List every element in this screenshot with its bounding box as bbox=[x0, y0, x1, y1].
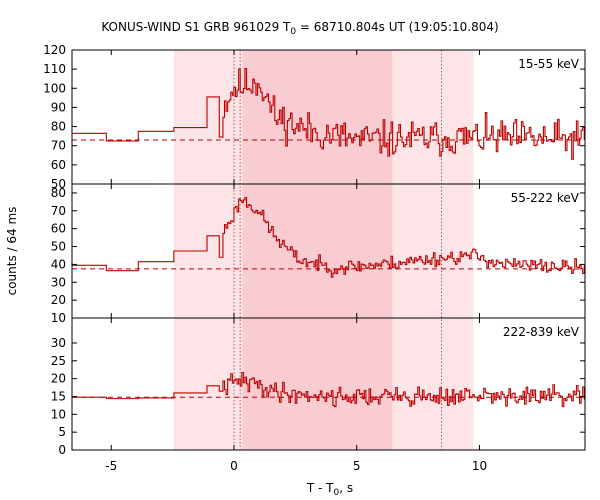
y-tick-label-2-5: 25 bbox=[51, 354, 66, 368]
y-tick-label-0-5: 100 bbox=[43, 81, 66, 95]
interval-shading bbox=[173, 50, 474, 450]
count-rate-curves bbox=[72, 68, 585, 408]
count-rate-series-0 bbox=[72, 68, 585, 160]
y-axis-label: counts / 64 ms bbox=[5, 207, 19, 296]
y-tick-label-2-4: 20 bbox=[51, 372, 66, 386]
chart-title: KONUS-WIND S1 GRB 961029 T0 = 68710.804s… bbox=[101, 20, 498, 37]
y-tick-label-1-2: 30 bbox=[51, 275, 66, 289]
y-tick-label-1-4: 50 bbox=[51, 240, 66, 254]
y-tick-label-1-1: 20 bbox=[51, 293, 66, 307]
y-tick-label-1-6: 70 bbox=[51, 204, 66, 218]
y-tick-label-0-6: 110 bbox=[43, 62, 66, 76]
panel-frame-2 bbox=[71, 317, 586, 451]
x-tick-label-3: 10 bbox=[472, 459, 487, 473]
y-tick-label-2-2: 10 bbox=[51, 407, 66, 421]
y-tick-label-1-7: 80 bbox=[51, 186, 66, 200]
y-tick-label-0-2: 70 bbox=[51, 139, 66, 153]
energy-band-label-2: 222-839 keV bbox=[503, 325, 580, 339]
y-tick-label-1-0: 10 bbox=[51, 311, 66, 325]
x-tick-label-1: 0 bbox=[230, 459, 238, 473]
y-tick-label-2-0: 0 bbox=[58, 443, 66, 457]
panel-frames bbox=[71, 49, 586, 451]
x-axis-label: T - T0, s bbox=[306, 481, 353, 498]
y-tick-label-1-3: 40 bbox=[51, 257, 66, 271]
y-tick-label-0-7: 120 bbox=[43, 43, 66, 57]
y-tick-label-0-4: 90 bbox=[51, 100, 66, 114]
shaded-interval-peak bbox=[242, 50, 393, 450]
y-tick-label-0-3: 80 bbox=[51, 120, 66, 134]
y-tick-label-0-1: 60 bbox=[51, 158, 66, 172]
y-tick-label-2-3: 15 bbox=[51, 389, 66, 403]
y-tick-label-0-0: 50 bbox=[51, 177, 66, 191]
count-rate-series-2 bbox=[72, 372, 585, 408]
y-tick-label-1-5: 60 bbox=[51, 222, 66, 236]
energy-band-label-1: 55-222 keV bbox=[511, 191, 580, 205]
y-tick-label-2-1: 5 bbox=[58, 425, 66, 439]
x-tick-label-0: -5 bbox=[105, 459, 117, 473]
x-tick-label-2: 5 bbox=[353, 459, 361, 473]
energy-band-label-0: 15-55 keV bbox=[518, 57, 580, 71]
y-tick-label-2-6: 30 bbox=[51, 336, 66, 350]
count-rate-series-1 bbox=[72, 196, 585, 278]
